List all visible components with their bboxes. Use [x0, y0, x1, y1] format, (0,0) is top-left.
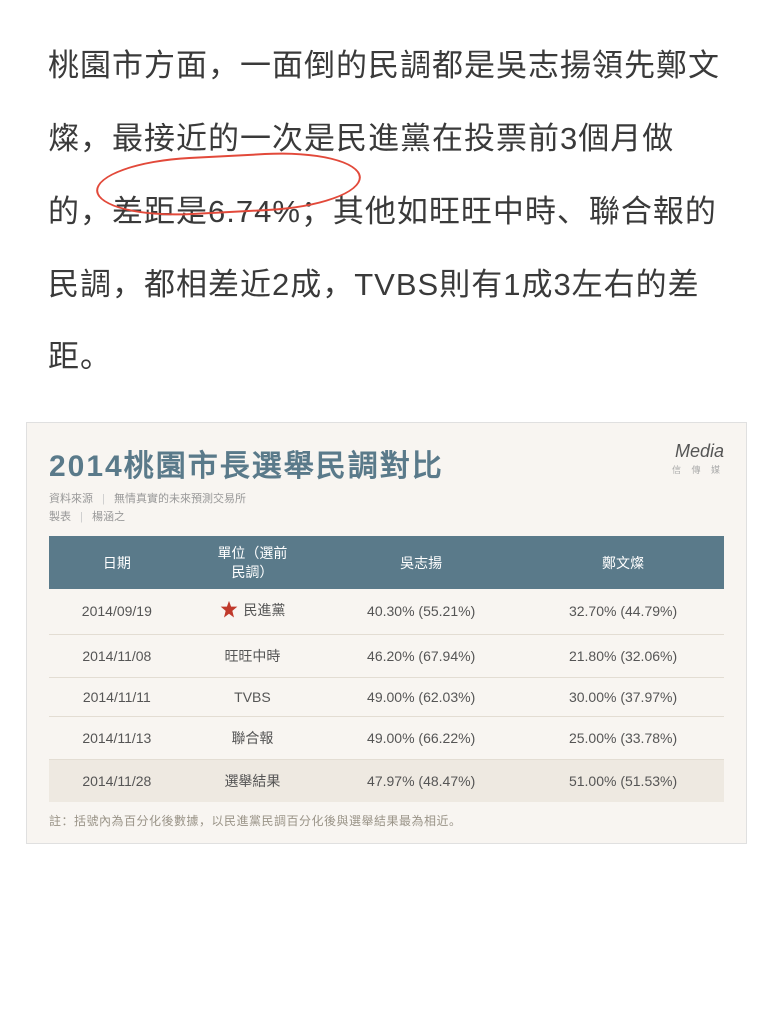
col-cand-a: 吳志揚	[320, 536, 522, 588]
col-org-label: 單位（選前 民調）	[217, 545, 287, 579]
meta-separator: |	[80, 511, 83, 523]
brand-logo: Media	[672, 441, 724, 462]
table-row: 2014/11/28 選舉結果 47.97% (48.47%)51.00% (51.…	[49, 759, 724, 802]
table-body: 2014/09/19 民進黨 40.30% (55.21%)32.70% (44.7…	[49, 589, 724, 802]
col-cand-b: 鄭文燦	[522, 536, 724, 588]
col-date: 日期	[49, 536, 185, 588]
article-body: 桃園市方面，一面倒的民調都是吳志揚領先鄭文燦，最接近的一次是民進黨在投票前3個月…	[0, 0, 773, 414]
cell-date: 2014/11/28	[49, 759, 185, 802]
table-row: 2014/11/08 旺旺中時 46.20% (67.94%)21.80% (32.…	[49, 634, 724, 677]
cell-cand-a: 47.97% (48.47%)	[320, 759, 522, 802]
meta-maker-label: 製表	[49, 511, 71, 523]
cell-org: 選舉結果	[185, 759, 321, 802]
meta-source-value: 無情真實的未來預測交易所	[114, 493, 246, 505]
cell-org-label: 聯合報	[231, 730, 273, 746]
card-title: 2014桃園市長選舉民調對比	[49, 441, 724, 485]
cell-cand-a: 49.00% (62.03%)	[320, 677, 522, 716]
cell-org: 旺旺中時	[185, 634, 321, 677]
table-header-row: 日期 單位（選前 民調） 吳志揚 鄭文燦	[49, 536, 724, 588]
card-meta: 資料來源 | 無情真實的未來預測交易所 製表 | 楊涵之	[49, 491, 724, 526]
poll-comparison-card: Media 信 傳 媒 2014桃園市長選舉民調對比 資料來源 | 無情真實的未…	[26, 422, 747, 844]
col-org: 單位（選前 民調）	[185, 536, 321, 588]
cell-date: 2014/11/11	[49, 677, 185, 716]
cell-date: 2014/09/19	[49, 589, 185, 635]
cell-cand-b: 30.00% (37.97%)	[522, 677, 724, 716]
star-icon	[219, 600, 239, 623]
cell-cand-b: 21.80% (32.06%)	[522, 634, 724, 677]
table-row: 2014/11/13 聯合報 49.00% (66.22%)25.00% (33.7…	[49, 716, 724, 759]
cell-org-label: 選舉結果	[224, 773, 280, 789]
table-row: 2014/09/19 民進黨 40.30% (55.21%)32.70% (44.7…	[49, 589, 724, 635]
cell-org: 聯合報	[185, 716, 321, 759]
cell-cand-a: 46.20% (67.94%)	[320, 634, 522, 677]
cell-org: 民進黨	[185, 589, 321, 635]
poll-table: 日期 單位（選前 民調） 吳志揚 鄭文燦 2014/09/19 民進黨 40.30%…	[49, 536, 724, 801]
cell-cand-b: 25.00% (33.78%)	[522, 716, 724, 759]
card-footnote: 註：括號內為百分化後數據，以民進黨民調百分化後與選舉結果最為相近。	[49, 812, 724, 829]
cell-cand-b: 51.00% (51.53%)	[522, 759, 724, 802]
meta-separator: |	[102, 493, 105, 505]
meta-maker-value: 楊涵之	[92, 511, 125, 523]
cell-org-label: TVBS	[234, 689, 271, 705]
meta-source-label: 資料來源	[49, 493, 93, 505]
article-paragraph: 桃園市方面，一面倒的民調都是吳志揚領先鄭文燦，最接近的一次是民進黨在投票前3個月…	[48, 48, 720, 374]
cell-org-label: 民進黨	[243, 602, 285, 618]
brand-block: Media 信 傳 媒	[672, 441, 724, 476]
cell-date: 2014/11/13	[49, 716, 185, 759]
cell-date: 2014/11/08	[49, 634, 185, 677]
cell-cand-a: 40.30% (55.21%)	[320, 589, 522, 635]
cell-org-label: 旺旺中時	[224, 648, 280, 664]
table-row: 2014/11/11 TVBS 49.00% (62.03%)30.00% (37.…	[49, 677, 724, 716]
brand-subtitle: 信 傳 媒	[672, 463, 724, 476]
cell-cand-b: 32.70% (44.79%)	[522, 589, 724, 635]
cell-cand-a: 49.00% (66.22%)	[320, 716, 522, 759]
cell-org: TVBS	[185, 677, 321, 716]
